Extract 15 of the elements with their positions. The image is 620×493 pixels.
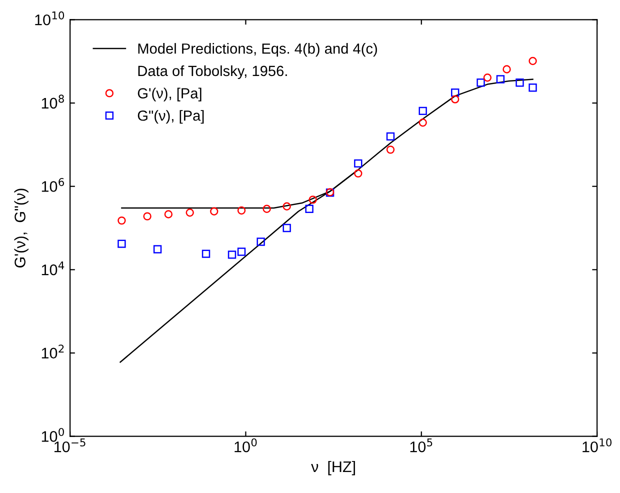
y-tick-label: 10$^{8}$	[42, 94, 64, 109]
y-tick-label: 10$^{0}$	[42, 428, 64, 442]
legend-label: G'(ν), [Pa]	[138, 88, 202, 102]
x-tick-label: 10$^{0}$	[234, 438, 257, 452]
y-tick-label: 10$^{2}$	[42, 344, 64, 359]
y-tick-label: 10$^{6}$	[42, 178, 64, 192]
x-axis-title: ν [HZ]	[311, 460, 355, 476]
annotation: Data of Tobolsky, 1956.	[138, 65, 287, 79]
legend-label: Model Predictions, Eqs. 4(b) and 4(c)	[138, 43, 377, 57]
legend-label: G"(ν), [Pa]	[138, 110, 204, 124]
y-tick-label: 10$^{10}$	[35, 11, 64, 26]
x-tick-label: 10$^{5}$	[410, 438, 432, 452]
y-tick-label: 10$^{4}$	[42, 261, 64, 276]
x-tick-label: 10$^{10}$	[582, 438, 612, 452]
y-axis-title: G'(ν), G"(ν)	[14, 188, 28, 268]
